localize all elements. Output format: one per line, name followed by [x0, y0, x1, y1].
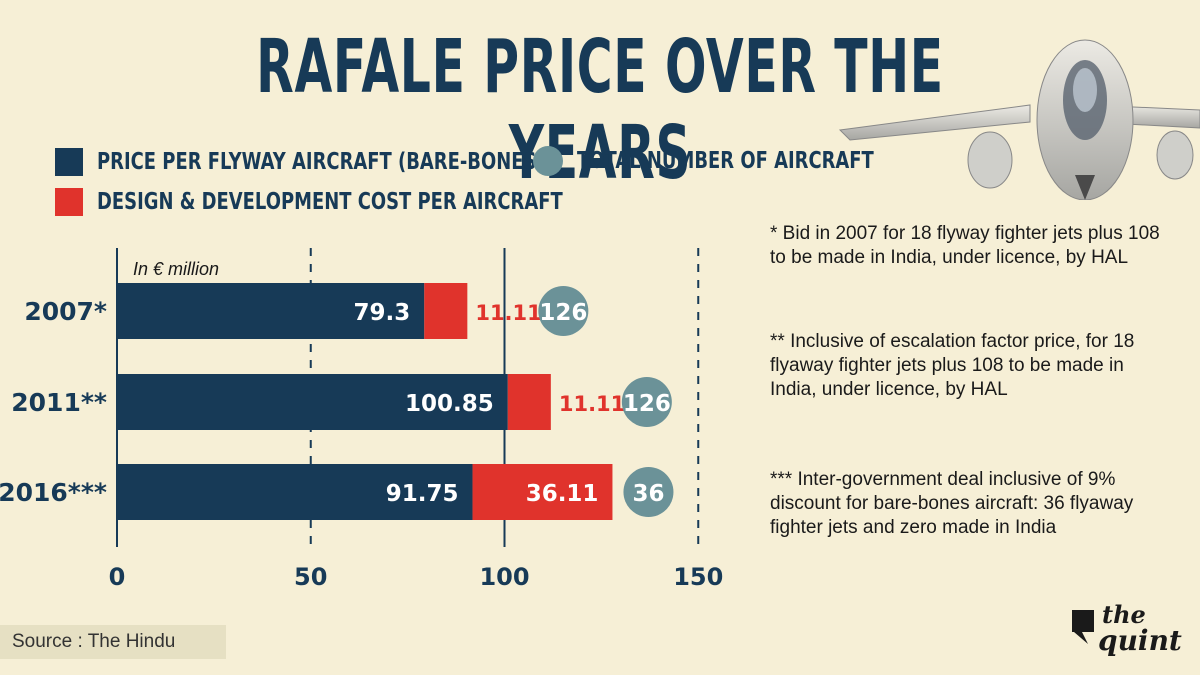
bar-price-label: 91.75 [386, 481, 459, 507]
footnote-2016: *** Inter-government deal inclusive of 9… [770, 469, 1134, 538]
total-aircraft-badge [623, 467, 674, 517]
logo-quint: quint [1098, 624, 1182, 657]
category-label: 2007* [24, 297, 107, 326]
source-label: Source : The Hindu [0, 625, 226, 659]
category-label: 2016*** [0, 478, 107, 507]
footnote-2007: * Bid in 2007 for 18 flyway fighter jets… [770, 223, 1160, 268]
footnote-2011: ** Inclusive of escalation factor price,… [770, 331, 1135, 400]
x-tick-label-100: 100 [479, 563, 529, 591]
x-tick-label-150: 150 [673, 563, 723, 591]
bar-design-label: 11.11 [559, 392, 625, 416]
bar-price [117, 464, 473, 520]
legend-label-price: PRICE PER FLYWAY AIRCRAFT (BARE-BONES) [97, 149, 545, 175]
bar-design [424, 283, 468, 339]
legend-swatch-total [533, 146, 563, 176]
legend-item-design: DESIGN & DEVELOPMENT COST PER AIRCRAFT [55, 188, 694, 216]
bar-design [507, 374, 551, 430]
unit-label: In € million [133, 259, 219, 279]
bar-price [117, 374, 508, 430]
total-aircraft-badge [621, 377, 672, 427]
bar-design-label: 11.11 [475, 301, 541, 325]
the-quint-logo: the quint [1068, 600, 1182, 664]
category-label: 2011** [11, 388, 107, 417]
bar-price-label: 100.85 [405, 391, 494, 417]
total-aircraft-badge [538, 286, 589, 336]
x-tick-label-0: 0 [109, 563, 126, 591]
bar-price [117, 283, 425, 339]
total-aircraft-label: 126 [623, 391, 671, 417]
legend-swatch-price [55, 148, 83, 176]
chart-title: RAFALE PRICE OVER THE YEARS [256, 24, 944, 196]
total-aircraft-label: 36 [632, 481, 664, 507]
bar-price-label: 79.3 [354, 300, 411, 326]
legend-item-price: PRICE PER FLYWAY AIRCRAFT (BARE-BONES) [55, 148, 671, 176]
bar-design-label: 36.11 [526, 481, 599, 507]
legend-label-design: DESIGN & DEVELOPMENT COST PER AIRCRAFT [97, 189, 563, 215]
legend-item-total: TOTAL NUMBER OF AIRCRAFT [533, 146, 958, 176]
legend-label-total: TOTAL NUMBER OF AIRCRAFT [577, 148, 874, 174]
logo-the: the [1102, 600, 1146, 629]
bar-design [472, 464, 613, 520]
x-tick-label-50: 50 [294, 563, 327, 591]
legend-swatch-design [55, 188, 83, 216]
rafale-jet-illustration [838, 39, 1200, 200]
total-aircraft-label: 126 [539, 300, 587, 326]
quint-logo-icon [1072, 610, 1094, 644]
